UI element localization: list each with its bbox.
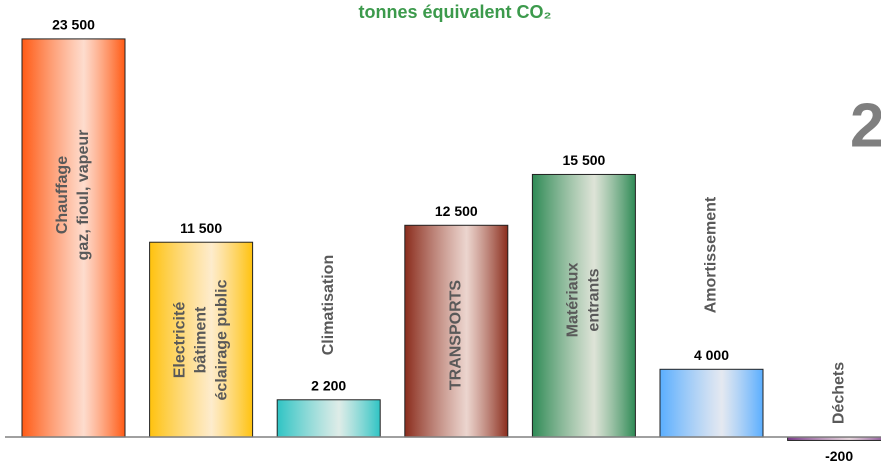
value-label: 11 500 (180, 220, 222, 236)
category-label: Electricité (171, 302, 188, 379)
category-label: TRANSPORTS (448, 280, 465, 391)
category-label: Amortissement (703, 196, 720, 313)
bar (659, 368, 764, 438)
value-label: -200 (825, 448, 853, 464)
chart-title: tonnes équivalent CO₂ (358, 2, 551, 22)
category-label: Climatisation (320, 255, 337, 355)
slide-number: 2 (850, 91, 881, 160)
category-label: gaz, fioul, vapeur (75, 130, 92, 261)
category-label: Matériaux (565, 263, 582, 338)
bar (21, 38, 126, 438)
bar (404, 224, 509, 438)
value-label: 15 500 (562, 152, 605, 168)
category-label: Chauffage (54, 156, 71, 234)
category-label: éclairage public (213, 279, 230, 400)
category-label: entrants (586, 268, 603, 331)
category-label: Déchets (830, 362, 847, 424)
category-label: bâtiment (192, 306, 209, 373)
value-label: 2 200 (311, 377, 346, 393)
bar (276, 399, 381, 438)
bar (531, 173, 636, 438)
value-label: 12 500 (435, 203, 478, 219)
value-label: 23 500 (52, 17, 95, 33)
value-label: 4 000 (694, 347, 729, 363)
